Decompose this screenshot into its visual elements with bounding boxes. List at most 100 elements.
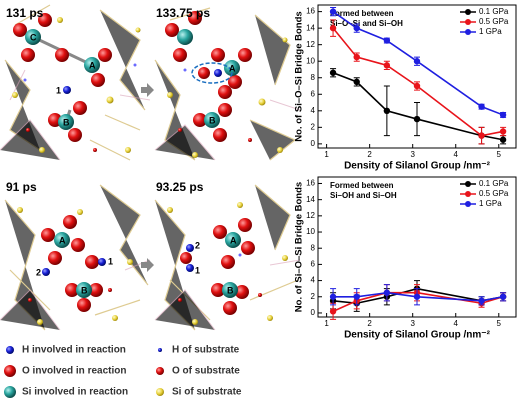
atom-label: A: [229, 63, 236, 73]
time-label: 131 ps: [6, 6, 44, 20]
substrate-atoms: [12, 17, 288, 325]
atom-label: B: [209, 115, 216, 125]
atom-label: 1: [195, 265, 200, 275]
atom-label: 2: [36, 267, 41, 277]
marker: [499, 136, 507, 143]
legend-marker: [465, 29, 471, 35]
series-line: [333, 291, 504, 302]
y-tick-label: 2: [311, 122, 316, 131]
series-line: [332, 72, 504, 141]
y-axis-label: No. of Si–O–Si Bridge Bonds: [294, 182, 305, 312]
y-tick-label: 0: [311, 139, 316, 148]
atom-label: 2: [195, 240, 200, 250]
marker: [329, 24, 337, 32]
plot-frame: [317, 4, 517, 149]
x-tick-label: 3: [410, 319, 415, 328]
molecule: [180, 218, 255, 315]
marker: [353, 53, 360, 61]
marker: [478, 297, 485, 305]
atom-legend: H involved in reaction H of substrate O …: [4, 345, 242, 398]
marker: [478, 103, 485, 110]
marker: [413, 58, 421, 65]
atom-label: A: [89, 60, 96, 70]
legend-marker: [465, 181, 471, 187]
molecule: [41, 215, 106, 312]
legend-label: Si involved in reaction: [22, 387, 128, 398]
x-tick-label: 5: [497, 150, 502, 159]
time-label: 93.25 ps: [156, 180, 204, 194]
legend-label: 1 GPa: [479, 199, 502, 208]
legend-marker: [465, 201, 471, 207]
marker: [499, 111, 507, 119]
marker: [383, 37, 391, 44]
y-tick-label: 4: [311, 106, 316, 115]
y-tick-label: 8: [311, 243, 316, 252]
series-line: [332, 27, 504, 137]
annotation: Formed between: [330, 9, 394, 18]
y-tick-label: 12: [306, 211, 315, 220]
legend-label: 0.5 GPa: [479, 17, 509, 26]
marker: [383, 107, 391, 115]
y-tick-label: 16: [306, 179, 315, 188]
legend-label: H involved in reaction: [22, 345, 126, 356]
marker: [329, 69, 337, 76]
legend-marker: [465, 191, 471, 197]
x-tick-label: 2: [367, 319, 372, 328]
substrate: [0, 4, 301, 331]
time-label: 91 ps: [6, 180, 37, 194]
y-tick-label: 12: [306, 40, 315, 49]
atom-label: 1: [56, 85, 61, 95]
legend-label: 0.1 GPa: [479, 179, 509, 188]
x-tick-label: 4: [454, 319, 459, 328]
x-tick-label: 4: [454, 150, 459, 159]
x-tick-label: 1: [324, 150, 329, 159]
y-tick-label: 8: [311, 73, 316, 82]
y-tick-label: 6: [311, 260, 316, 269]
marker: [413, 115, 421, 123]
y-tick-label: 6: [311, 89, 316, 98]
y-tick-label: 4: [311, 276, 316, 285]
marker: [353, 78, 360, 86]
plot-frame: [317, 176, 517, 318]
marker: [499, 293, 507, 300]
marker: [353, 293, 360, 300]
marker: [413, 293, 421, 300]
annotation: Formed between: [330, 181, 394, 190]
y-tick-label: 0: [311, 308, 316, 317]
legend-label: O involved in reaction: [22, 366, 126, 377]
legend-label: O of substrate: [172, 366, 240, 377]
atom-label: B: [63, 117, 70, 127]
legend-label: 1 GPa: [479, 27, 502, 36]
x-tick-label: 1: [324, 319, 329, 328]
x-axis-label: Density of Silanol Group /nm⁻²: [344, 161, 491, 172]
time-label: 133.75 ps: [156, 6, 210, 20]
snapshots: 131 ps 133.75 ps 91 ps 93.25 ps C A 1 B …: [0, 4, 301, 331]
atom-label: B: [81, 285, 88, 295]
x-tick-label: 2: [367, 150, 372, 159]
x-tick-label: 5: [497, 319, 502, 328]
y-tick-label: 14: [306, 195, 315, 204]
legend-label: Si of substrate: [172, 387, 242, 398]
legend-marker: [465, 9, 471, 15]
marker: [329, 308, 337, 315]
x-tick-label: 3: [410, 150, 415, 159]
atom-label: 1: [108, 256, 113, 266]
atom-label: B: [227, 285, 234, 295]
y-tick-label: 16: [306, 7, 315, 16]
arrow: [141, 83, 154, 97]
arrow: [141, 258, 154, 272]
atom-label: A: [59, 235, 66, 245]
y-tick-label: 2: [311, 292, 316, 301]
marker: [383, 289, 391, 296]
molecule: [13, 13, 112, 142]
legend-label: 0.1 GPa: [479, 7, 509, 16]
molecule: [165, 11, 252, 142]
marker: [478, 132, 485, 139]
legend-marker: [465, 19, 471, 25]
legend-label: H of substrate: [172, 345, 240, 356]
legend-label: 0.5 GPa: [479, 189, 509, 198]
marker: [413, 82, 421, 90]
series-line: [332, 10, 504, 116]
y-tick-label: 10: [306, 227, 315, 236]
